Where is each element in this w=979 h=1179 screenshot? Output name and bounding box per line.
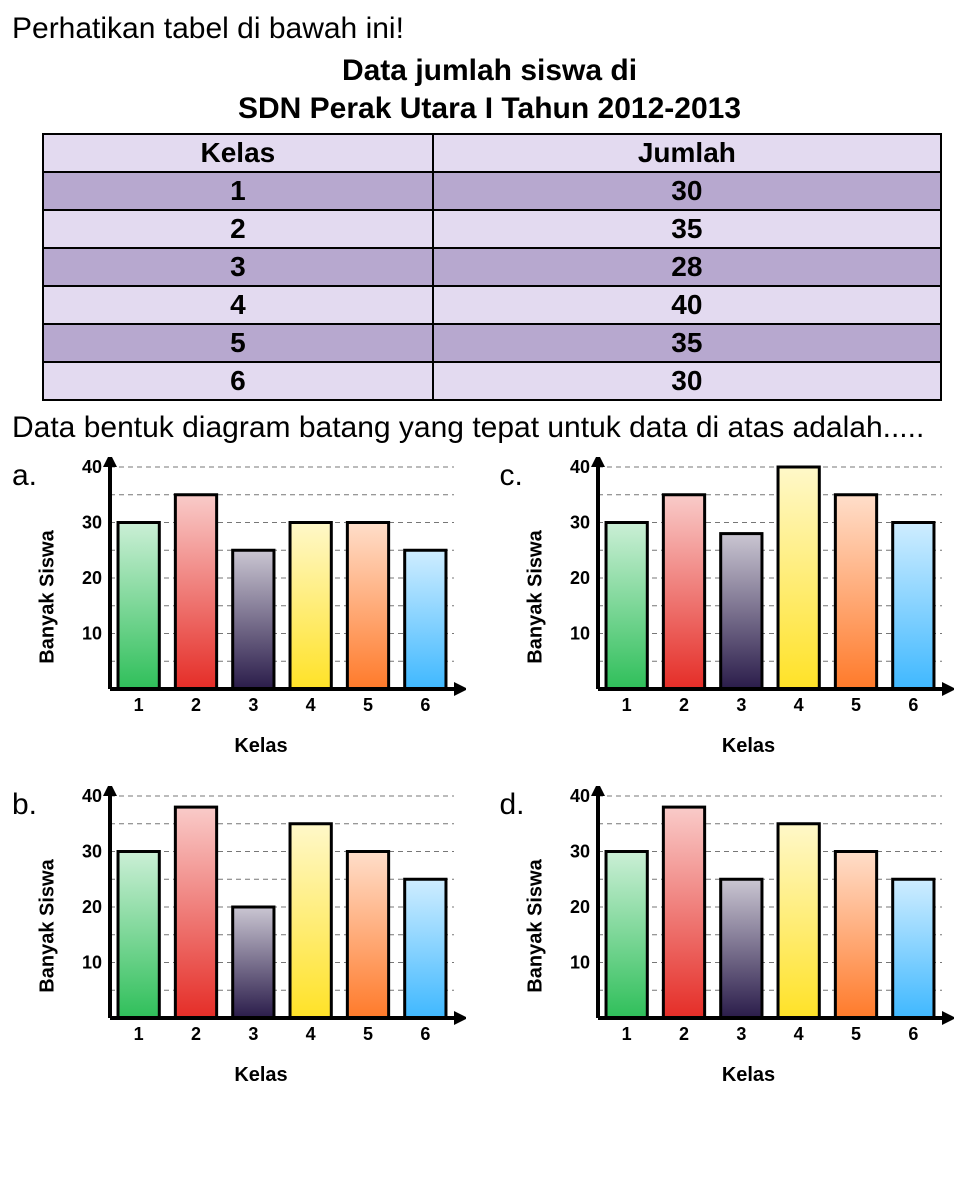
- chart-b: Banyak Siswa 10203040123456: [56, 786, 466, 1066]
- table-row: 2 35: [43, 210, 941, 248]
- table-header-row: Kelas Jumlah: [43, 134, 941, 172]
- svg-text:30: 30: [82, 512, 102, 532]
- svg-text:30: 30: [569, 841, 589, 861]
- cell: 3: [43, 248, 433, 286]
- svg-text:2: 2: [191, 695, 201, 715]
- ylabel: Banyak Siswa: [37, 859, 60, 992]
- svg-text:1: 1: [134, 1024, 144, 1044]
- option-letter: d.: [500, 786, 544, 822]
- svg-text:10: 10: [82, 623, 102, 643]
- cell: 40: [433, 286, 941, 324]
- svg-text:4: 4: [306, 1024, 316, 1044]
- table-row: 1 30: [43, 172, 941, 210]
- svg-text:10: 10: [569, 952, 589, 972]
- svg-text:1: 1: [134, 695, 144, 715]
- cell: 1: [43, 172, 433, 210]
- svg-text:5: 5: [850, 1024, 860, 1044]
- svg-text:1: 1: [621, 695, 631, 715]
- option-letter: b.: [12, 786, 56, 822]
- svg-text:3: 3: [736, 695, 746, 715]
- table-row: 5 35: [43, 324, 941, 362]
- cell: 35: [433, 324, 941, 362]
- svg-text:20: 20: [569, 568, 589, 588]
- svg-text:6: 6: [908, 695, 918, 715]
- svg-text:20: 20: [82, 568, 102, 588]
- xlabel: Kelas: [544, 1064, 954, 1087]
- option-b: b. Banyak Siswa 10 20 30 40 1 2 3 4 5 6 Kelas: [12, 786, 480, 1087]
- col-header-kelas: Kelas: [43, 134, 433, 172]
- svg-text:2: 2: [678, 695, 688, 715]
- svg-text:3: 3: [248, 695, 258, 715]
- table-row: 3 28: [43, 248, 941, 286]
- svg-text:2: 2: [678, 1024, 688, 1044]
- svg-text:4: 4: [793, 695, 803, 715]
- chart-c: Banyak Siswa 10203040123456: [544, 457, 954, 737]
- svg-text:40: 40: [569, 786, 589, 806]
- cell: 4: [43, 286, 433, 324]
- question-text: Data bentuk diagram batang yang tepat un…: [12, 409, 967, 447]
- svg-text:1: 1: [621, 1024, 631, 1044]
- ylabel: Banyak Siswa: [37, 530, 60, 663]
- svg-text:6: 6: [420, 695, 430, 715]
- option-d: d. Banyak Siswa 10 20 30 40 1 2 3 4 5 6 Kelas: [500, 786, 968, 1087]
- cell: 6: [43, 362, 433, 400]
- option-a: a. Banyak Siswa 10 20 30 40 1 2 3 4 5 6 Kelas: [12, 457, 480, 758]
- table-row: 6 30: [43, 362, 941, 400]
- svg-text:10: 10: [569, 623, 589, 643]
- option-c: c. Banyak Siswa 10 20 30 40 1 2 3 4 5 6 Kelas: [500, 457, 968, 758]
- col-header-jumlah: Jumlah: [433, 134, 941, 172]
- option-letter: a.: [12, 457, 56, 493]
- cell: 35: [433, 210, 941, 248]
- svg-text:40: 40: [82, 786, 102, 806]
- table-title: Data jumlah siswa di SDN Perak Utara I T…: [12, 52, 967, 127]
- ylabel: Banyak Siswa: [524, 859, 547, 992]
- svg-text:40: 40: [569, 457, 589, 477]
- options-grid: a. Banyak Siswa 10 20 30 40 1 2 3 4 5 6 Kelas c. …: [12, 457, 967, 1087]
- xlabel: Kelas: [544, 735, 954, 758]
- svg-text:30: 30: [82, 841, 102, 861]
- xlabel: Kelas: [56, 735, 466, 758]
- svg-text:3: 3: [736, 1024, 746, 1044]
- table-row: 4 40: [43, 286, 941, 324]
- svg-text:2: 2: [191, 1024, 201, 1044]
- svg-text:20: 20: [82, 897, 102, 917]
- svg-text:6: 6: [420, 1024, 430, 1044]
- cell: 30: [433, 172, 941, 210]
- cell: 30: [433, 362, 941, 400]
- svg-text:5: 5: [850, 695, 860, 715]
- xlabel: Kelas: [56, 1064, 466, 1087]
- svg-text:6: 6: [908, 1024, 918, 1044]
- prompt-text: Perhatikan tabel di bawah ini!: [12, 12, 967, 46]
- svg-text:4: 4: [306, 695, 316, 715]
- chart-a: Banyak Siswa 10203040123456: [56, 457, 466, 737]
- title-line-1: Data jumlah siswa di: [342, 54, 637, 87]
- cell: 28: [433, 248, 941, 286]
- title-line-2: SDN Perak Utara I Tahun 2012-2013: [238, 92, 741, 125]
- option-letter: c.: [500, 457, 544, 493]
- svg-text:3: 3: [248, 1024, 258, 1044]
- data-table: Kelas Jumlah 1 30 2 35 3 28 4 40 5 35 6 …: [42, 133, 942, 401]
- svg-text:10: 10: [82, 952, 102, 972]
- svg-text:5: 5: [363, 695, 373, 715]
- svg-text:40: 40: [82, 457, 102, 477]
- chart-d: Banyak Siswa 10203040123456: [544, 786, 954, 1066]
- svg-text:4: 4: [793, 1024, 803, 1044]
- svg-text:20: 20: [569, 897, 589, 917]
- svg-text:5: 5: [363, 1024, 373, 1044]
- svg-text:30: 30: [569, 512, 589, 532]
- ylabel: Banyak Siswa: [524, 530, 547, 663]
- cell: 2: [43, 210, 433, 248]
- cell: 5: [43, 324, 433, 362]
